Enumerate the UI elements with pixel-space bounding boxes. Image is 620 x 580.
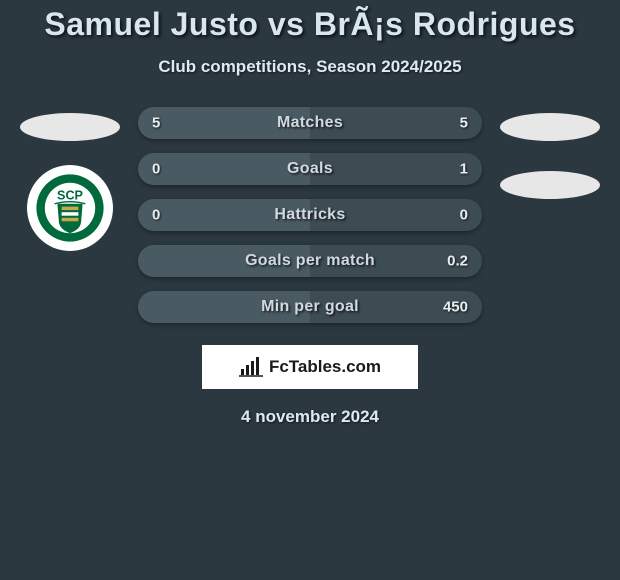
stat-right-value: 0 xyxy=(460,207,468,224)
stat-label: Min per goal xyxy=(261,298,359,316)
date-text: 4 november 2024 xyxy=(0,407,620,427)
comparison-widget: Samuel Justo vs BrÃ¡s Rodrigues Club com… xyxy=(0,0,620,427)
left-side: SCP xyxy=(20,107,120,323)
svg-text:SCP: SCP xyxy=(57,189,83,203)
stat-right-value: 1 xyxy=(460,161,468,178)
subtitle: Club competitions, Season 2024/2025 xyxy=(0,57,620,77)
stat-row-min-per-goal: Min per goal 450 xyxy=(138,291,482,323)
club-badge-left: SCP xyxy=(27,165,113,251)
sporting-crest-icon: SCP xyxy=(35,173,105,243)
stat-row-goals: 0 Goals 1 xyxy=(138,153,482,185)
stat-row-goals-per-match: Goals per match 0.2 xyxy=(138,245,482,277)
page-title: Samuel Justo vs BrÃ¡s Rodrigues xyxy=(0,6,620,43)
stat-label: Goals xyxy=(287,160,333,178)
stat-label: Hattricks xyxy=(274,206,345,224)
stat-right-value: 450 xyxy=(443,299,468,316)
stat-left-value: 0 xyxy=(152,161,160,178)
player-left-placeholder xyxy=(20,113,120,141)
player-right-placeholder xyxy=(500,113,600,141)
stat-left-value: 0 xyxy=(152,207,160,224)
content-area: SCP 5 Matches 5 0 Goals 1 0 xyxy=(0,107,620,323)
stat-right-value: 5 xyxy=(460,115,468,132)
source-logo-text: FcTables.com xyxy=(269,357,381,377)
stat-row-hattricks: 0 Hattricks 0 xyxy=(138,199,482,231)
stat-right-value: 0.2 xyxy=(447,253,468,270)
stat-label: Matches xyxy=(277,114,343,132)
source-logo[interactable]: FcTables.com xyxy=(202,345,418,389)
stat-row-matches: 5 Matches 5 xyxy=(138,107,482,139)
club-right-placeholder xyxy=(500,171,600,199)
stat-label: Goals per match xyxy=(245,252,375,270)
stat-left-value: 5 xyxy=(152,115,160,132)
bar-chart-icon xyxy=(239,357,263,377)
stat-rows: 5 Matches 5 0 Goals 1 0 Hattricks 0 Goal… xyxy=(138,107,482,323)
right-side xyxy=(500,107,600,323)
